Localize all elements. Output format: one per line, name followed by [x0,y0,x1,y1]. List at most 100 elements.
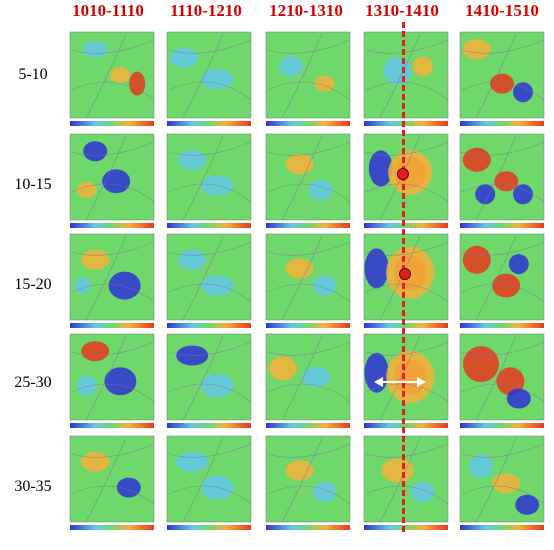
anomaly-blob [81,451,110,472]
color-bar [364,223,448,228]
anomaly-blob [462,245,491,274]
anomaly-blob [176,451,209,472]
column-header-3: 1210-1310 [269,1,343,20]
anomaly-blob [462,147,491,172]
map-panel [456,332,546,432]
double-arrow-icon [374,377,426,387]
anomaly-blob [383,56,412,85]
color-bar [266,323,350,328]
color-bar [70,525,154,530]
fault-lines [168,335,252,421]
map-panel [360,132,450,232]
anomaly-blob [76,181,97,198]
map-background [265,233,351,321]
anomaly-blob [81,249,110,270]
color-bar [167,121,251,126]
fault-lines [267,437,351,523]
color-bar [70,423,154,428]
color-bar [266,525,350,530]
map-panel [66,232,156,332]
row-label-2: 10-15 [14,176,52,193]
map-panel [66,434,156,534]
row-label-3: 15-20 [14,276,52,293]
anomaly-blob [312,481,337,502]
anomaly-blob [169,47,198,68]
map-panel [66,30,156,130]
color-bar [460,323,544,328]
fault-lines [168,135,252,221]
map-panel [456,232,546,332]
anomaly-blob [368,150,393,187]
fault-lines [71,335,155,421]
anomaly-blob [104,367,137,396]
anomaly-blob [388,150,433,195]
map-panel [262,434,352,534]
map-background [265,31,351,119]
anomaly-blob [492,273,521,298]
anomaly-blob [285,154,314,175]
map-background [69,435,155,523]
map-panel [163,434,253,534]
column-header-4: 1310-1410 [365,1,439,20]
anomaly-blob [513,82,533,103]
map-panel [163,332,253,432]
anomaly-blob [494,171,519,192]
anomaly-blob [506,388,531,409]
map-panel [456,30,546,130]
anomaly-blob [469,454,493,479]
map-panel [163,232,253,332]
map-panel [262,232,352,332]
map-background [166,233,252,321]
anomaly-blob [410,481,435,502]
color-bar [167,223,251,228]
fault-lines [267,135,351,221]
map-panel [262,30,352,130]
anomaly-blob [129,71,146,96]
fault-lines [71,33,155,119]
color-bar [460,525,544,530]
column-header-2: 1110-1210 [170,1,242,20]
map-panel [262,332,352,432]
map-panel [66,132,156,232]
profile-point-marker [397,168,409,180]
fault-lines [267,335,351,421]
color-bar [364,423,448,428]
fault-lines [168,437,252,523]
color-bar [167,525,251,530]
fault-lines [461,135,545,221]
column-header-1: 1010-1110 [72,1,144,20]
color-bar [70,323,154,328]
anomaly-blob [81,341,110,362]
color-bar [266,121,350,126]
row-label-1: 5-10 [18,66,48,83]
anomaly-blob [201,69,234,90]
map-panel [360,232,450,332]
anomaly-blob [508,254,529,275]
anomaly-blob [116,477,141,498]
map-panel [456,434,546,534]
color-bar [266,423,350,428]
anomaly-blob [76,375,97,396]
color-bar [70,223,154,228]
map-panel [163,30,253,130]
map-panel [66,332,156,432]
color-bar [364,525,448,530]
anomaly-blob [83,141,108,162]
map-panel [360,30,450,130]
color-bar [460,223,544,228]
color-bar [364,121,448,126]
anomaly-blob [285,258,314,279]
color-bar [70,121,154,126]
color-bar [460,121,544,126]
fault-lines [267,235,351,321]
fault-lines [71,437,155,523]
anomaly-blob [513,184,533,205]
fault-lines [461,335,545,421]
fault-lines [168,235,252,321]
anomaly-blob [496,367,525,396]
color-bar [364,323,448,328]
row-label-5: 30-35 [14,478,52,495]
anomaly-blob [381,458,414,483]
anomaly-blob [83,41,108,58]
anomaly-blob [515,494,540,515]
